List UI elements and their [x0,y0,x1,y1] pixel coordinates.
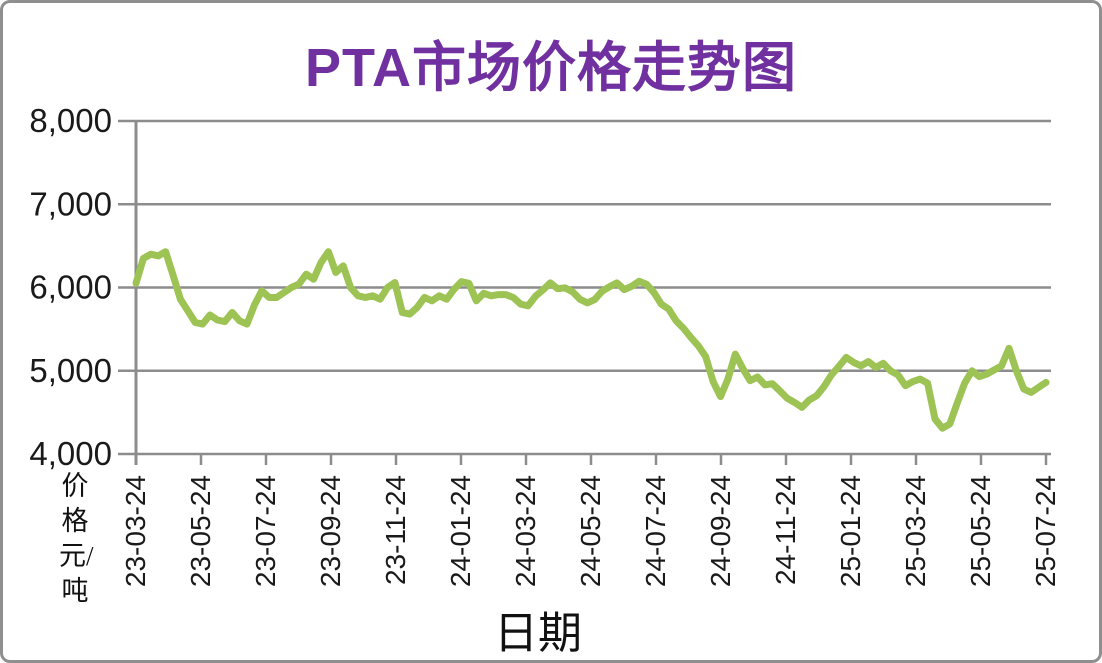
x-tick-label: 23-03-24 [120,475,151,587]
y-tick-label: 5,000 [29,352,112,389]
y-tick-label: 6,000 [29,269,112,306]
x-tick-label: 23-05-24 [185,475,216,587]
x-tick-label: 24-05-24 [575,475,606,587]
chart-title: PTA市场价格走势图 [305,38,797,98]
x-tick-label: 24-07-24 [640,475,671,587]
x-tick-label: 24-01-24 [445,475,476,587]
x-axis-title: 日期 [494,609,582,658]
x-tick-label: 25-05-24 [965,475,996,587]
x-tick-label: 23-11-24 [380,475,411,585]
y-axis-title: 价格元/吨 [59,471,94,606]
y-tick-label: 4,000 [29,435,112,472]
price-line [132,248,1050,432]
x-tick-label: 23-09-24 [315,475,346,587]
x-tick-label: 25-01-24 [835,475,866,587]
y-tick-label: 8,000 [29,102,112,139]
plot-area: 8,000 7,000 6,000 5,000 4,000 23-03-24 23-05-2… [29,102,1061,587]
x-tick-label: 25-03-24 [900,475,931,587]
x-tick-label: 24-03-24 [510,475,541,587]
x-tick-label: 24-09-24 [705,475,736,587]
x-tick-label: 25-07-24 [1030,475,1061,587]
y-tick-label: 7,000 [29,185,112,222]
x-tick-label: 24-11-24 [770,475,801,585]
x-tick-label: 23-07-24 [250,475,281,587]
